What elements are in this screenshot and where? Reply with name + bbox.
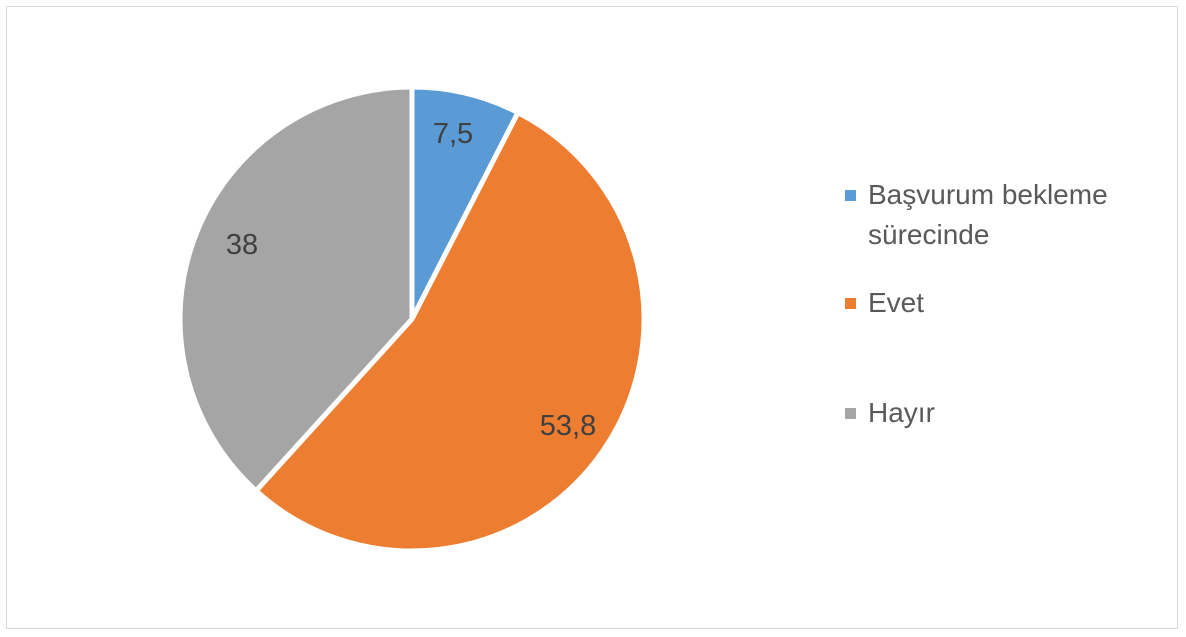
legend-item-1: Başvurum bekleme sürecinde bbox=[845, 175, 1158, 255]
pie-slice-3 bbox=[177, 84, 415, 494]
legend-swatch bbox=[845, 408, 856, 419]
data-label-2: 53,8 bbox=[540, 410, 596, 442]
data-label-3: 38 bbox=[226, 229, 258, 261]
legend-label: Hayır bbox=[868, 397, 935, 428]
legend-item-2: Evet bbox=[845, 283, 1158, 323]
pie-chart: 7,5 53,8 38 bbox=[177, 84, 647, 554]
legend-label: Başvurum bekleme sürecinde bbox=[868, 179, 1108, 250]
pie-slice-2 bbox=[253, 110, 647, 554]
legend-item-3: Hayır bbox=[845, 393, 1158, 433]
legend-swatch bbox=[845, 190, 856, 201]
chart-area: 7,5 53,8 38 Başvurum bekleme sürecinde Evet… bbox=[6, 6, 1178, 629]
legend-swatch bbox=[845, 298, 856, 309]
data-label-1: 7,5 bbox=[433, 118, 473, 150]
legend-label: Evet bbox=[868, 287, 925, 318]
